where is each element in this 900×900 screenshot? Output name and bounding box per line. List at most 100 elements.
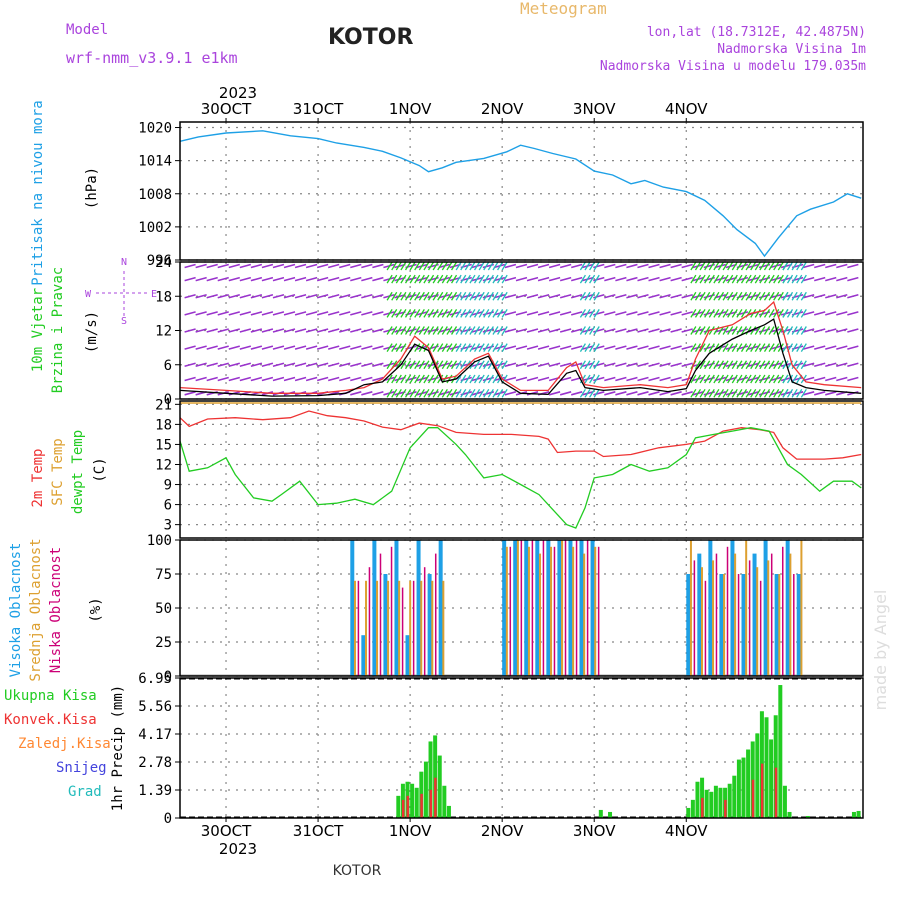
wind-band-arrow	[704, 261, 711, 271]
y-tick-label: 1020	[138, 121, 172, 137]
wind-band-arrow	[414, 291, 421, 301]
wind-arrow	[847, 328, 859, 333]
wind-band-arrow	[455, 274, 462, 284]
wind-band-arrow	[450, 388, 458, 398]
wind-arrow	[802, 362, 815, 368]
wind-band-arrow	[759, 261, 766, 271]
wind-arrow	[559, 362, 572, 368]
wind-band-arrow	[478, 326, 485, 335]
wind-band-arrow	[474, 374, 481, 384]
wind-band-arrow	[474, 388, 481, 398]
wind-band-arrow	[478, 261, 485, 271]
wind-band-arrow	[722, 374, 729, 384]
mid-cloud-bar	[689, 540, 692, 676]
wind-band-arrow	[690, 388, 697, 398]
wind-arrow	[814, 328, 826, 333]
wind-band-arrow	[414, 388, 421, 398]
wind-band-arrow	[487, 374, 494, 384]
wind-band-arrow	[418, 326, 425, 335]
wind-band-arrow	[487, 326, 494, 335]
top-time-label: 3NOV	[573, 100, 616, 118]
wind-band-arrow	[450, 261, 458, 271]
wind-band-arrow	[773, 388, 780, 398]
wind-band-arrow	[740, 374, 748, 384]
wind-band-arrow	[478, 274, 485, 284]
y-tick-labels: 1020101410081002996241812602118151296310…	[138, 121, 172, 827]
wind-arrow	[217, 293, 229, 299]
total-precip-bar	[598, 809, 603, 818]
wind-arrow	[593, 293, 605, 299]
wind-arrow	[261, 328, 274, 333]
wind-arrow	[814, 311, 826, 316]
wind-band-arrow	[740, 343, 748, 352]
wind-band-arrow	[782, 274, 789, 284]
wind-band-arrow	[690, 343, 697, 352]
wind-arrow	[637, 263, 649, 269]
wind-band-arrow	[713, 360, 720, 370]
wind-arrow	[350, 263, 362, 269]
top-time-label: 2NOV	[481, 100, 524, 118]
wind-arrow	[184, 345, 196, 350]
wind-band-arrow	[446, 261, 453, 271]
wind-arrow	[350, 276, 362, 282]
wind-arrow	[206, 293, 218, 299]
wind-band-arrow	[478, 291, 485, 301]
wind-band-arrow	[713, 388, 720, 398]
wind-band-arrow	[441, 291, 448, 301]
wind-arrow	[316, 293, 329, 299]
wind-arrow	[626, 328, 638, 333]
wind-band-arrow	[722, 388, 729, 398]
wind-band-arrow	[432, 274, 439, 284]
wind-band-arrow	[404, 374, 412, 384]
wind-arrow	[184, 376, 196, 382]
wind-band-arrow	[745, 374, 752, 384]
high-cloud-bar	[557, 540, 562, 676]
wind-arrow	[548, 263, 561, 269]
wind-arrow	[659, 376, 671, 382]
low-cloud-bar	[715, 553, 718, 676]
high-cloud-bar	[535, 540, 540, 676]
cloud-unit: (%)	[88, 597, 104, 622]
wind-arrow	[615, 328, 627, 333]
y-tick-label: 6.95	[138, 671, 172, 687]
wind-band-arrow	[441, 326, 448, 335]
wind-band-arrow	[418, 261, 425, 271]
wind-arrow	[294, 276, 307, 282]
total-precip-bar	[736, 759, 741, 818]
mid-cloud-bar	[442, 580, 445, 676]
wind-band-arrow	[455, 388, 462, 398]
wind-arrow	[526, 263, 539, 269]
y-tick-label: 2.78	[138, 755, 172, 771]
wind-band-arrow	[400, 343, 407, 352]
wind-band-arrow	[497, 309, 504, 318]
wind-arrow	[548, 391, 561, 396]
wind-band-arrow	[400, 326, 407, 335]
wind-band-arrow	[694, 274, 702, 284]
wind-arrow	[515, 311, 528, 316]
wind-arrow	[283, 362, 296, 368]
y-tick-label: 1014	[138, 154, 172, 170]
wind-arrow	[504, 311, 517, 316]
wind-band-arrow	[584, 343, 591, 352]
wind-band-arrow	[763, 291, 771, 301]
wind-arrow	[195, 276, 207, 282]
wind-band-arrow	[791, 343, 798, 352]
wind-band-arrow	[455, 326, 462, 335]
wind-band-arrow	[727, 360, 734, 370]
bottom-time-label: 3NOV	[573, 822, 616, 840]
panel-frames	[175, 118, 864, 822]
wind-band-arrow	[796, 309, 803, 318]
wind-band-arrow	[754, 326, 761, 335]
wind-band-arrow	[391, 274, 398, 284]
mid-cloud-bar	[538, 553, 541, 676]
wind-band-arrow	[589, 343, 596, 352]
wind-band-arrow	[409, 388, 416, 398]
wind-arrow	[681, 376, 693, 382]
wind-band-arrow	[386, 388, 393, 398]
wind-arrow	[228, 263, 240, 269]
model-elevation-label: Nadmorska Visina u modelu 179.035m	[600, 59, 866, 74]
wind-unit: (m/s)	[84, 311, 100, 353]
wind-band-arrow	[409, 326, 416, 335]
y-tick-label: 0	[164, 811, 172, 827]
mid-cloud-bar	[700, 567, 703, 676]
